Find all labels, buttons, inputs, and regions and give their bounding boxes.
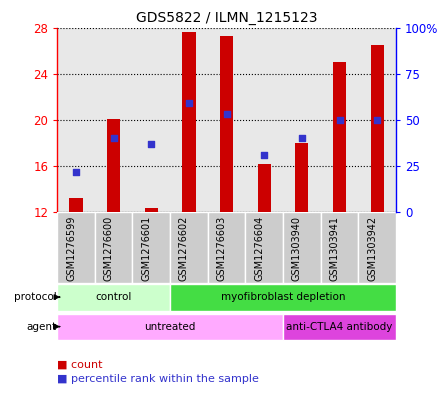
- Text: GSM1276601: GSM1276601: [141, 216, 151, 281]
- Title: GDS5822 / ILMN_1215123: GDS5822 / ILMN_1215123: [136, 11, 317, 25]
- Point: [298, 135, 305, 141]
- Text: anti-CTLA4 antibody: anti-CTLA4 antibody: [286, 321, 393, 332]
- Bar: [283, 314, 396, 340]
- Bar: [170, 285, 396, 311]
- Bar: [145, 208, 158, 212]
- Bar: [370, 45, 384, 212]
- Point: [261, 152, 268, 158]
- Text: GSM1276604: GSM1276604: [254, 216, 264, 281]
- Point: [374, 117, 381, 123]
- Bar: [57, 314, 283, 340]
- Bar: [95, 212, 132, 283]
- Bar: [57, 212, 95, 283]
- Bar: [333, 62, 346, 212]
- Bar: [208, 212, 246, 283]
- Text: GSM1276599: GSM1276599: [66, 216, 76, 281]
- Bar: [220, 36, 233, 212]
- Point: [223, 111, 230, 118]
- Bar: [182, 32, 195, 212]
- Bar: [283, 212, 321, 283]
- Bar: [321, 212, 358, 283]
- Bar: [132, 212, 170, 283]
- Text: ■ count: ■ count: [57, 360, 103, 369]
- Text: GSM1303941: GSM1303941: [330, 216, 340, 281]
- Point: [73, 169, 80, 175]
- Bar: [57, 285, 170, 311]
- Text: GSM1276602: GSM1276602: [179, 216, 189, 281]
- Text: GSM1303942: GSM1303942: [367, 216, 377, 281]
- Bar: [107, 119, 120, 212]
- Bar: [258, 164, 271, 212]
- Bar: [358, 212, 396, 283]
- Point: [148, 141, 155, 147]
- Bar: [170, 212, 208, 283]
- Text: control: control: [95, 292, 132, 302]
- Text: untreated: untreated: [144, 321, 196, 332]
- Point: [185, 100, 192, 107]
- Point: [110, 135, 117, 141]
- Text: myofibroblast depletion: myofibroblast depletion: [221, 292, 345, 302]
- Point: [336, 117, 343, 123]
- Text: GSM1276600: GSM1276600: [104, 216, 114, 281]
- Text: protocol: protocol: [14, 292, 56, 302]
- Bar: [70, 198, 83, 212]
- Bar: [246, 212, 283, 283]
- Text: GSM1303940: GSM1303940: [292, 216, 302, 281]
- Text: GSM1276603: GSM1276603: [216, 216, 227, 281]
- Text: ■ percentile rank within the sample: ■ percentile rank within the sample: [57, 374, 259, 384]
- Bar: [295, 143, 308, 212]
- Text: agent: agent: [26, 321, 56, 332]
